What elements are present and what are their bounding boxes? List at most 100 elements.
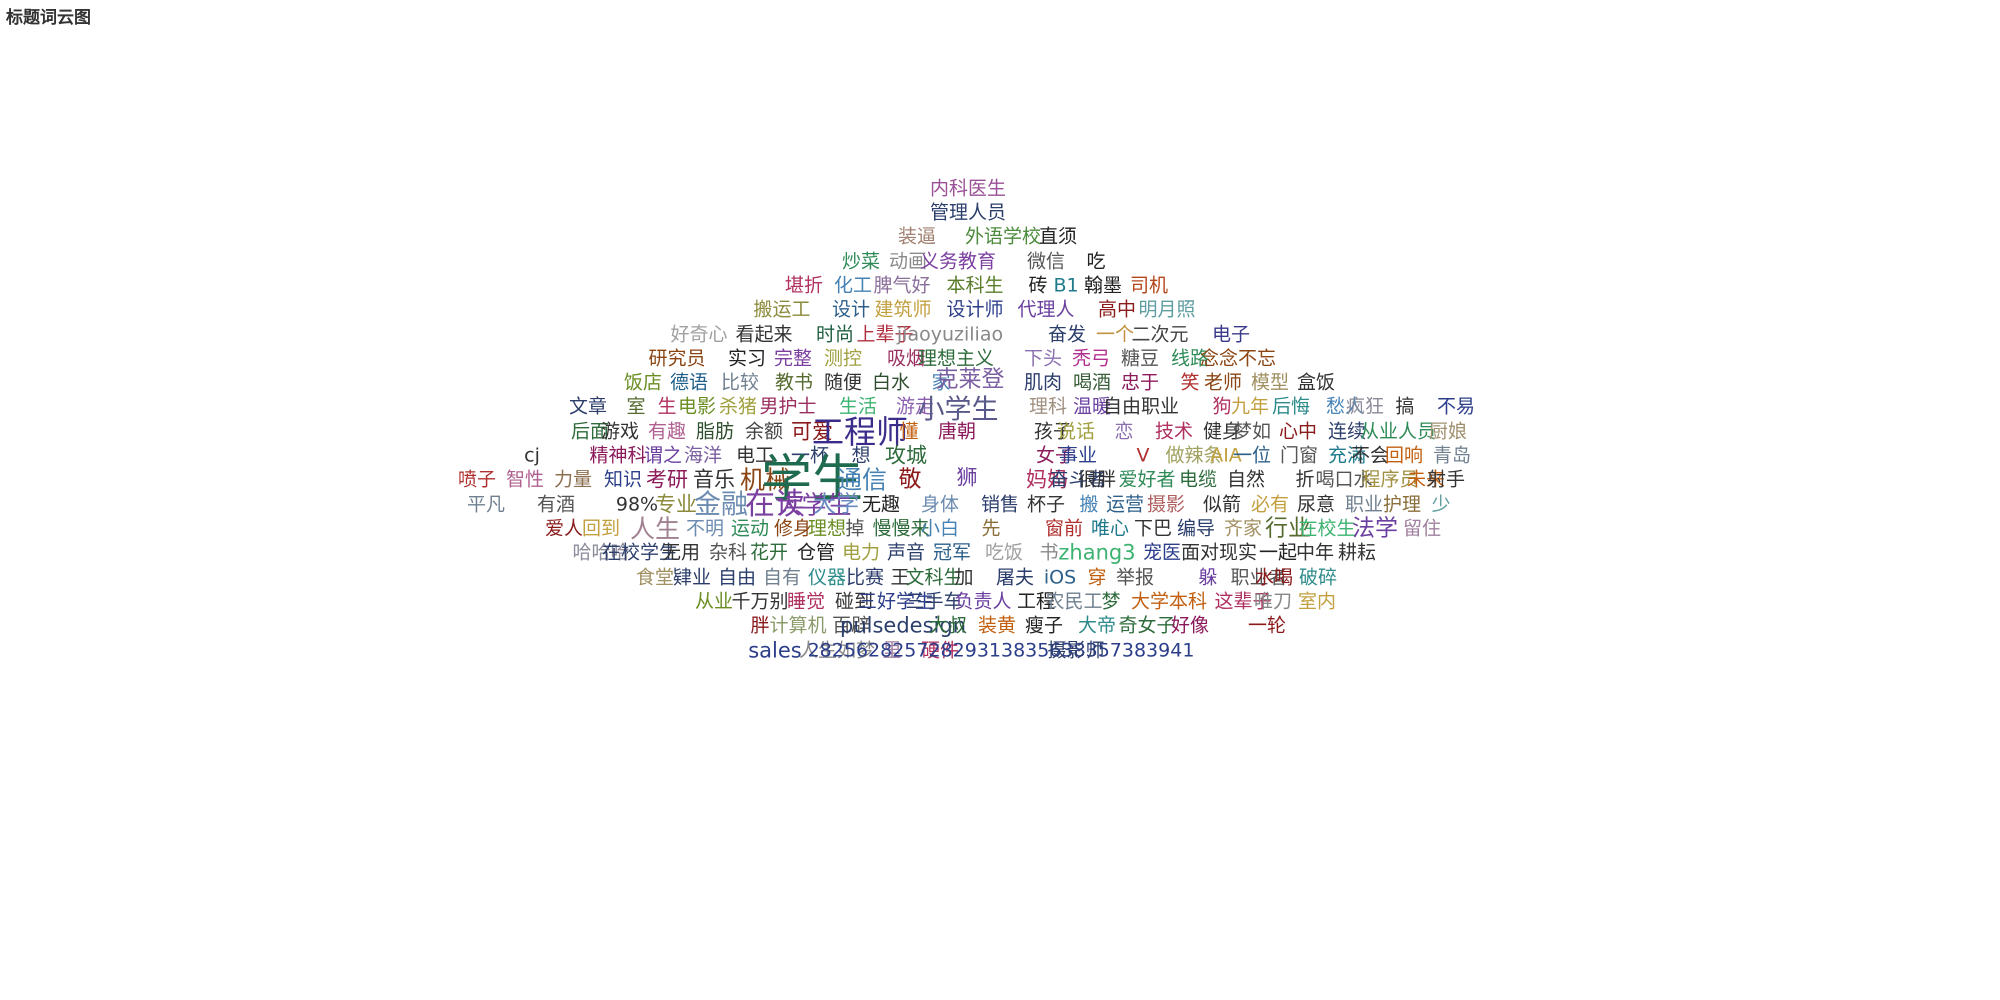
word-226: 唯刀 <box>1253 590 1293 613</box>
word-135: 喝口水 <box>1315 468 1373 491</box>
word-147: 无趣 <box>861 493 901 516</box>
word-36: 完整 <box>773 347 813 370</box>
word-219: 三手车 <box>905 590 963 613</box>
word-109: 做辣条 <box>1165 444 1223 467</box>
word-111: 一位 <box>1232 444 1272 467</box>
word-138: 射手 <box>1426 468 1466 491</box>
word-136: 程序员 <box>1361 468 1419 491</box>
word-48: 教书 <box>774 371 814 394</box>
word-56: 笑 <box>1180 371 1200 394</box>
word-53: 肌肉 <box>1023 371 1063 394</box>
word-30: 奋发 <box>1047 323 1087 346</box>
chart-title: 标题词云图 <box>6 8 91 28</box>
word-12: 脾气好 <box>873 274 931 297</box>
word-217: 碰到 <box>834 590 874 613</box>
word-86: 懂 <box>899 420 919 443</box>
word-118: 智性 <box>505 468 545 491</box>
word-50: 白水 <box>871 371 911 394</box>
word-244: 摄影师 <box>1047 639 1105 662</box>
word-181: 在校学生 <box>601 541 679 564</box>
word-28: 上辈子 <box>856 323 914 346</box>
word-137: 未来 <box>1406 468 1446 491</box>
word-40: 下头 <box>1023 347 1063 370</box>
word-108: V <box>1136 444 1150 467</box>
word-176: 行业 <box>1265 515 1311 542</box>
word-239: sales <box>748 638 802 663</box>
word-33: 电子 <box>1211 323 1251 346</box>
word-214: 从业 <box>694 590 734 613</box>
word-236: 奇女子 <box>1118 614 1176 637</box>
word-225: 这辈子 <box>1214 590 1272 613</box>
word-194: 一起 <box>1258 541 1298 564</box>
word-65: 男护士 <box>759 395 817 418</box>
word-160: 爱人 <box>544 517 584 540</box>
word-203: 王 <box>890 566 910 589</box>
word-151: 搬 <box>1079 493 1099 516</box>
word-9: 吃 <box>1086 250 1106 273</box>
word-221: 工程 <box>1016 590 1056 613</box>
word-75: 愁人 <box>1325 395 1365 418</box>
word-145: 大学生 <box>776 490 852 520</box>
word-121: 考研 <box>646 467 688 492</box>
word-25: 好奇心 <box>670 323 728 346</box>
word-59: 盒饭 <box>1296 371 1336 394</box>
word-183: 杂科 <box>708 541 748 564</box>
word-231: pulsedesign <box>840 613 966 638</box>
word-139: 平凡 <box>466 493 506 516</box>
word-186: 电力 <box>841 541 881 564</box>
word-123: 机械 <box>739 465 791 495</box>
word-70: 温暖 <box>1072 395 1112 418</box>
word-80: 游戏 <box>600 420 640 443</box>
word-215: 千万别 <box>731 590 789 613</box>
word-63: 电影 <box>677 395 717 418</box>
word-113: 充满 <box>1327 444 1367 467</box>
word-143: 金融 <box>694 489 748 521</box>
word-32: 二次元 <box>1131 323 1189 346</box>
word-184: 花开 <box>749 541 789 564</box>
word-157: 职业 <box>1344 493 1384 516</box>
word-208: 穿 <box>1087 566 1107 589</box>
word-180: 哈哈哈 <box>572 541 630 564</box>
word-58: 模型 <box>1250 371 1290 394</box>
word-193: 面对现实 <box>1180 541 1258 564</box>
word-13: 本科生 <box>946 274 1004 297</box>
word-116: 青岛 <box>1432 444 1472 467</box>
word-152: 运营 <box>1105 493 1145 516</box>
word-202: 比赛 <box>845 566 885 589</box>
word-21: 设计师 <box>946 298 1004 321</box>
word-18: 搬运工 <box>753 298 811 321</box>
word-175: 齐家 <box>1223 517 1263 540</box>
word-222: 农民工 <box>1045 590 1103 613</box>
word-211: 职业者 <box>1230 566 1288 589</box>
word-1: 管理人员 <box>929 201 1007 224</box>
word-232: 大叔 <box>928 614 968 637</box>
word-41: 秃弓 <box>1071 347 1111 370</box>
word-91: 技术 <box>1154 420 1194 443</box>
word-105: 攻城 <box>885 443 927 468</box>
word-133: 自然 <box>1226 468 1266 491</box>
word-34: 研究员 <box>648 347 706 370</box>
word-233: 装黄 <box>977 614 1017 637</box>
word-3: 外语学校 <box>964 225 1042 248</box>
word-204: 文科生 <box>905 566 963 589</box>
word-164: 运动 <box>730 517 770 540</box>
word-101: 海洋 <box>683 444 723 467</box>
word-19: 设计 <box>831 298 871 321</box>
word-4: 直须 <box>1038 225 1078 248</box>
word-42: 糖豆 <box>1120 347 1160 370</box>
word-22: 代理人 <box>1017 298 1075 321</box>
word-35: 实习 <box>727 347 767 370</box>
word-15: B1 <box>1053 274 1079 297</box>
word-98: cj <box>524 444 540 467</box>
word-26: 看起来 <box>735 323 793 346</box>
word-93: 梦如 <box>1232 420 1272 443</box>
word-64: 杀猪 <box>718 395 758 418</box>
word-185: 仓管 <box>796 541 836 564</box>
word-84: 可爱 <box>791 419 833 444</box>
word-102: 电工 <box>735 444 775 467</box>
word-115: 回响 <box>1384 444 1424 467</box>
word-92: 健身 <box>1202 420 1242 443</box>
word-142: 专业 <box>655 492 697 517</box>
word-45: 饭店 <box>623 371 663 394</box>
